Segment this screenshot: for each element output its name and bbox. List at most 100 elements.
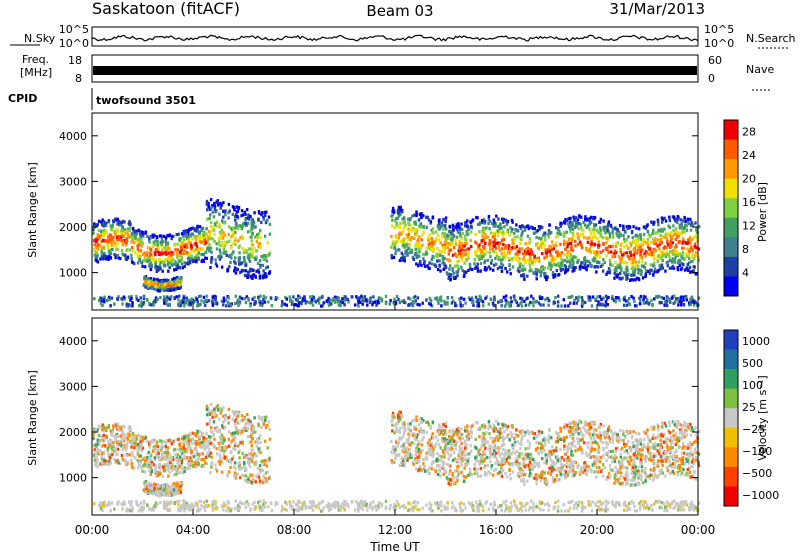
power-cell — [390, 245, 393, 249]
power-cell — [442, 267, 445, 271]
power-colorbar-swatch — [724, 159, 738, 180]
velocity-cell — [110, 442, 113, 446]
power-cell — [584, 215, 587, 219]
velocity-cell — [242, 427, 245, 431]
power-cell — [664, 245, 667, 249]
velocity-cell — [140, 466, 143, 470]
velocity-cell — [160, 464, 163, 468]
power-cell — [568, 264, 572, 268]
power-cell — [358, 300, 361, 304]
velocity-cell — [195, 458, 199, 462]
velocity-cell — [152, 449, 155, 453]
power-cell — [569, 295, 572, 299]
power-cell — [190, 257, 194, 261]
power-cell — [105, 223, 108, 227]
velocity-cell — [209, 429, 213, 434]
power-cell — [616, 241, 619, 245]
power-cell — [657, 228, 660, 232]
power-cell — [243, 260, 247, 264]
velocity-cell — [227, 407, 231, 411]
power-cell — [492, 263, 496, 267]
velocity-cell — [124, 461, 127, 465]
power-cell — [208, 249, 211, 253]
power-cell — [595, 265, 598, 269]
power-cell — [605, 236, 608, 240]
power-cell — [218, 212, 221, 216]
velocity-cell — [222, 414, 225, 418]
power-cell — [236, 214, 239, 218]
power-cell — [500, 258, 503, 262]
power-cell — [596, 250, 599, 254]
power-cell — [615, 251, 618, 255]
power-cell — [289, 299, 292, 303]
power-cell — [459, 300, 462, 304]
velocity-cell — [236, 473, 239, 477]
velocity-cell — [185, 456, 189, 460]
velocity-cell — [151, 491, 154, 495]
power-cell — [489, 231, 493, 235]
velocity-cell — [233, 443, 237, 447]
power-cell — [419, 215, 423, 219]
power-cell — [563, 233, 566, 237]
power-cell — [416, 240, 419, 244]
power-cell — [356, 302, 360, 307]
velocity-cell — [195, 440, 198, 444]
power-cell — [165, 243, 168, 247]
power-cell — [137, 304, 141, 308]
power-cell — [451, 230, 454, 234]
power-cell — [428, 296, 431, 300]
power-cell — [130, 295, 133, 299]
velocity-cell — [179, 481, 182, 486]
power-cell — [667, 252, 670, 257]
power-cell — [517, 303, 521, 307]
power-cell — [130, 236, 134, 240]
power-cell — [602, 249, 605, 253]
velocity-cell — [123, 433, 127, 437]
power-cell — [680, 232, 683, 236]
power-cell — [197, 257, 200, 261]
power-cell — [448, 229, 451, 233]
power-cell — [682, 219, 685, 223]
power-cell — [317, 301, 321, 305]
power-cell — [611, 297, 614, 301]
power-cell — [664, 251, 667, 255]
power-cell — [641, 276, 645, 280]
power-cell — [464, 252, 467, 256]
power-cell — [372, 295, 375, 299]
power-cell — [403, 259, 406, 263]
power-cell — [656, 259, 659, 263]
power-cell — [257, 295, 260, 299]
power-cell — [188, 258, 192, 262]
noise-tick-right-high: 10^5 — [704, 23, 734, 36]
power-cell — [623, 251, 626, 255]
power-cell — [515, 255, 518, 259]
power-cell — [528, 256, 532, 260]
power-cell — [543, 243, 546, 248]
velocity-cell — [123, 425, 126, 429]
velocity-cell — [190, 459, 193, 463]
power-cell — [444, 238, 448, 242]
velocity-cell — [176, 469, 180, 473]
power-cell — [530, 268, 533, 272]
power-cell — [173, 243, 176, 247]
velocity-cell — [234, 441, 237, 446]
power-cell — [418, 242, 421, 246]
power-cell — [252, 273, 256, 277]
velocity-cell — [196, 429, 199, 433]
power-cell — [483, 252, 487, 256]
power-cell — [347, 300, 350, 304]
power-cell — [220, 299, 224, 303]
velocity-cell — [175, 458, 179, 462]
power-cell — [678, 223, 682, 227]
power-cell — [458, 231, 461, 235]
power-cell — [486, 258, 489, 262]
power-cell — [660, 216, 664, 220]
power-cell — [186, 236, 189, 240]
power-cell — [652, 237, 655, 241]
velocity-cell — [149, 486, 153, 490]
velocity-cell — [119, 426, 122, 430]
velocity-cell — [202, 438, 205, 442]
power-cell — [414, 299, 417, 303]
velocity-cell — [169, 458, 172, 462]
power-cell — [232, 232, 235, 236]
